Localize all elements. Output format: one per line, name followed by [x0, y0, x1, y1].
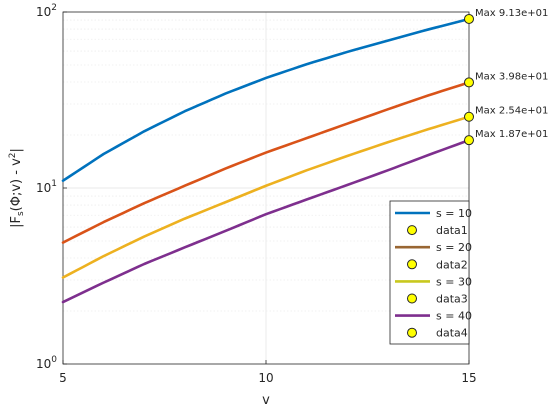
series-line-1 — [61, 17, 471, 183]
x-tick-label: 10 — [258, 371, 273, 385]
y-tick-label: 101 — [36, 179, 57, 195]
x-tick-label: 5 — [59, 371, 67, 385]
legend-swatch-marker — [407, 259, 417, 270]
series-layer: Max 9.13e+01 Max 3.98e+01 Max 2.54e+01 Max … — [61, 8, 548, 304]
grid — [63, 12, 469, 364]
tick-layer: 5 10 15 100 101 102 — [36, 3, 477, 385]
legend-box — [389, 200, 470, 345]
series-line-2 — [61, 81, 471, 244]
legend-label: s = 20 — [436, 241, 472, 254]
legend-label: s = 40 — [436, 310, 472, 323]
max-annotation-1: Max 9.13e+01 — [475, 8, 548, 19]
legend-label: s = 10 — [436, 207, 472, 220]
max-marker-1 — [464, 13, 474, 24]
legend-label: data3 — [436, 293, 468, 306]
max-marker-3 — [464, 111, 474, 122]
y-axis-label: |Fs(Φ;v) - v2| — [8, 148, 26, 228]
legend-label: s = 30 — [436, 275, 472, 288]
y-tick-label: 102 — [36, 3, 57, 19]
legend-label: data1 — [436, 224, 468, 237]
x-axis-label: v — [262, 393, 270, 408]
max-marker-4 — [464, 135, 474, 146]
max-annotation-3: Max 2.54e+01 — [475, 106, 548, 117]
legend-swatch-marker — [407, 293, 417, 304]
y-tick-label: 100 — [36, 355, 57, 371]
legend: s = 10 data1 s = 20 data2 s = 30 data3 s = 40 d… — [389, 200, 472, 345]
legend-label: data2 — [436, 258, 468, 271]
legend-swatch-marker — [407, 225, 417, 236]
series-line-4 — [61, 138, 471, 304]
max-annotation-4: Max 1.87e+01 — [475, 129, 548, 140]
max-annotation-2: Max 3.98e+01 — [475, 71, 548, 82]
legend-swatch-marker — [407, 327, 417, 338]
x-tick-label: 15 — [461, 371, 476, 385]
max-marker-2 — [464, 77, 474, 88]
series-line-3 — [61, 115, 471, 279]
legend-label: data4 — [436, 327, 468, 340]
